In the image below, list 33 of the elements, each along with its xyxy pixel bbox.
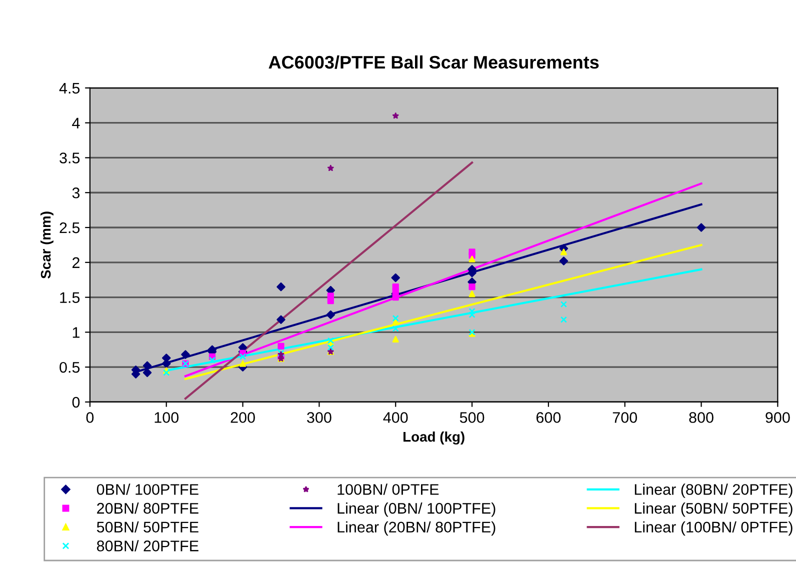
legend-label: 0BN/ 100PTFE xyxy=(96,484,198,495)
legend-label: Linear (80BN/ 20PTFE) xyxy=(634,484,792,498)
legend-label: Linear (100BN/ 0PTFE) xyxy=(634,521,792,536)
legend-label: Linear (20BN/ 80PTFE) xyxy=(338,521,496,536)
legend-label: Linear (50BN/ 50PTFE) xyxy=(634,502,792,517)
legend-label: 100BN/ 0PTFE xyxy=(338,484,439,495)
x-tick-label: 500 xyxy=(460,412,484,423)
y-tick-label: 1 xyxy=(72,327,80,338)
x-tick-label: 0 xyxy=(86,412,94,423)
y-tick-label: 1.5 xyxy=(60,292,80,303)
x-tick-label: 800 xyxy=(689,412,714,423)
x-tick-label: 600 xyxy=(536,412,561,423)
legend-label: 20BN/ 80PTFE xyxy=(97,502,198,514)
y-tick-label: 0.5 xyxy=(60,362,80,373)
legend-label: 50BN/ 50PTFE xyxy=(96,521,198,533)
x-tick-label: 700 xyxy=(612,412,638,423)
chart-title: AC6003/PTFE Ball Scar Measurements xyxy=(268,55,599,69)
y-tick-label: 3 xyxy=(72,187,80,198)
y-tick-label: 2.5 xyxy=(60,222,80,234)
y-tick-label: 0 xyxy=(72,396,80,408)
y-tick-label: 4.5 xyxy=(59,82,80,94)
legend-label: Linear (0BN/ 100PTFE) xyxy=(338,502,496,517)
y-tick-label: 2 xyxy=(72,257,80,268)
legend-label: 80BN/ 20PTFE xyxy=(96,540,198,552)
x-axis-title: Load (kg) xyxy=(404,432,464,445)
y-tick-label: 4 xyxy=(72,118,80,128)
y-axis-title: Scar (mm) xyxy=(40,212,54,279)
x-tick-label: 400 xyxy=(383,412,408,423)
y-tick-label: 3.5 xyxy=(60,152,80,164)
x-tick-label: 900 xyxy=(766,412,790,423)
x-tick-label: 300 xyxy=(307,412,332,423)
x-tick-label: 100 xyxy=(154,412,179,423)
x-tick-label: 200 xyxy=(230,412,255,423)
